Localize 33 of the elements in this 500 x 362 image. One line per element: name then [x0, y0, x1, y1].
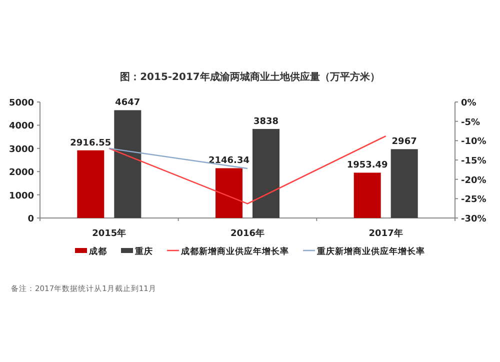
bar — [390, 149, 418, 218]
legend-label: 重庆 — [134, 246, 153, 257]
bar — [77, 150, 104, 218]
chart-title: 图：2015-2017年成渝两城商业土地供应量（万平方米） — [120, 71, 380, 83]
x-tick-label: 2017年 — [368, 228, 403, 239]
x-tick-label: 2016年 — [230, 228, 265, 239]
bar — [114, 110, 142, 218]
y2-tick-label: -20% — [461, 176, 486, 186]
y2-tick-label: -30% — [461, 214, 486, 224]
legend-label: 重庆新增商业供应年增长率 — [316, 246, 425, 257]
y-tick-label: 4000 — [8, 122, 34, 132]
data-label: 2967 — [392, 137, 417, 148]
x-tick-label: 2015年 — [92, 228, 126, 239]
legend-label: 成都新增商业供应年增长率 — [180, 246, 289, 257]
y-tick-label: 1000 — [8, 191, 34, 202]
data-label: 2146.34 — [208, 156, 250, 166]
y-tick-label: 0 — [28, 214, 34, 224]
data-label: 3838 — [253, 116, 279, 127]
y-tick-label: 2000 — [8, 168, 34, 178]
data-label: 2916.55 — [70, 138, 112, 148]
data-label: 4647 — [115, 98, 140, 108]
y2-tick-label: -15% — [461, 156, 486, 166]
y-tick-label: 5000 — [8, 98, 34, 108]
y2-tick-label: 0% — [461, 98, 476, 108]
y2-tick-label: -5% — [461, 118, 480, 128]
bar — [252, 128, 280, 218]
legend-label: 成都 — [88, 246, 107, 257]
y2-tick-label: -25% — [461, 195, 486, 206]
bar — [216, 168, 242, 218]
y-tick-label: 3000 — [8, 144, 34, 155]
bar — [354, 172, 381, 218]
data-label: 1953.49 — [346, 160, 388, 171]
y2-tick-label: -10% — [461, 137, 486, 148]
